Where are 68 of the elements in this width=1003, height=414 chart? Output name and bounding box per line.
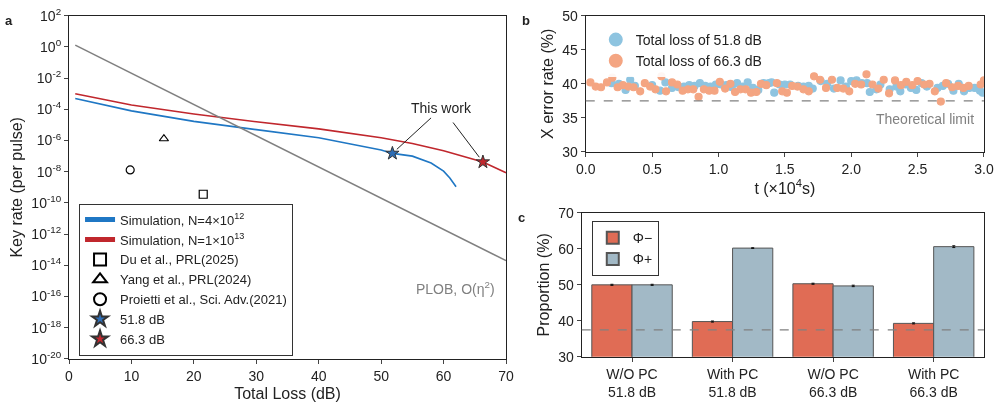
x-tick-label: 3.0: [974, 160, 994, 177]
annotation: This work: [411, 100, 472, 116]
x-tick-label: 10: [123, 367, 140, 384]
y-tick-label: 50: [558, 276, 575, 293]
y-tick-label: 60: [558, 240, 575, 257]
x-tick-label: 40: [310, 367, 327, 384]
y-tick-label: 10$^{2}$: [40, 5, 62, 24]
x-tick-label: With PC 66.3 dB: [908, 365, 960, 400]
legend-label: Total loss of 51.8 dB: [635, 32, 762, 49]
point: [385, 145, 400, 160]
legend-label: Simulation, N=1×10$^{13}$: [120, 231, 245, 248]
y-tick-label: 50: [562, 7, 579, 24]
x-axis-title: t (×10$^{4}$s): [754, 176, 816, 197]
x-tick-label: 1.5: [775, 160, 795, 177]
x-tick-label: 2.5: [907, 160, 928, 177]
legend-label: 66.3 dB: [120, 332, 165, 348]
y-tick-label: 10$^{-8}$: [36, 161, 62, 180]
legend-label: Yang et al., PRL(2024): [120, 272, 252, 288]
legend-label: Total loss of 66.3 dB: [635, 53, 762, 70]
point: [125, 165, 135, 175]
legend-label: Proietti et al., Sci. Adv.(2021): [120, 292, 287, 308]
x-tick-label: W/O PC 66.3 dB: [807, 365, 859, 400]
x-tick-label: 0: [65, 367, 74, 384]
legend-label: Simulation, N=4×10$^{12}$: [120, 211, 245, 228]
point: [198, 189, 208, 199]
x-tick-label: 20: [186, 367, 202, 384]
legend-label: Du et al., PRL(2025): [120, 252, 239, 268]
legend-label: 51.8 dB: [120, 312, 165, 328]
y-axis-title: X error rate (%): [539, 28, 557, 139]
x-tick-label: 30: [248, 367, 265, 384]
x-tick-label: 1.0: [708, 160, 729, 177]
legend-label: Φ+: [632, 251, 653, 268]
y-tick-label: 10$^{-16}$: [31, 286, 62, 305]
x-tick-label: 0.5: [642, 160, 663, 177]
y-tick-label: 10$^{-18}$: [31, 317, 62, 336]
x-axis-title: Total Loss (dB): [234, 384, 341, 402]
y-tick-label: 10$^{-2}$: [36, 68, 62, 87]
y-tick-label: 10$^{-10}$: [31, 192, 62, 211]
y-tick-label: 10$^{-12}$: [31, 224, 62, 243]
y-tick-label: 10$^{-14}$: [31, 255, 62, 274]
x-tick-label: 2.0: [841, 160, 862, 177]
y-tick-label: 30: [562, 143, 579, 160]
x-tick-label: 0.0: [576, 160, 596, 177]
x-tick-label: 70: [498, 367, 515, 384]
x-tick-label: With PC 51.8 dB: [706, 365, 759, 400]
y-tick-label: 40: [558, 312, 575, 329]
point: [475, 154, 491, 169]
y-tick-label: 35: [562, 109, 579, 126]
y-tick-label: 30: [558, 348, 575, 365]
chart-title: c: [518, 210, 526, 225]
y-tick-label: 10$^{0}$: [40, 36, 62, 55]
y-tick-label: 70: [558, 204, 575, 221]
chart-title: b: [522, 13, 530, 28]
chart-title: a: [5, 13, 13, 28]
x-tick-label: 60: [435, 367, 452, 384]
x-tick-label: W/O PC 51.8 dB: [606, 365, 658, 400]
y-axis-title: Proportion (%): [535, 233, 553, 337]
x-tick-label: 50: [373, 367, 390, 384]
legend-label: Φ−: [632, 230, 653, 247]
y-axis-title: Key rate (per pulse): [8, 117, 26, 258]
y-tick-label: 10$^{-6}$: [36, 130, 62, 149]
y-tick-label: 40: [562, 75, 579, 92]
annotation: PLOB, O(η$^{2}$): [416, 279, 495, 297]
ref-line-label: Theoretical limit: [876, 111, 975, 127]
y-tick-label: 10$^{-4}$: [36, 99, 62, 118]
line-series: [74, 92, 507, 174]
y-tick-label: 45: [562, 41, 579, 58]
y-tick-label: 10$^{-20}$: [31, 348, 62, 367]
